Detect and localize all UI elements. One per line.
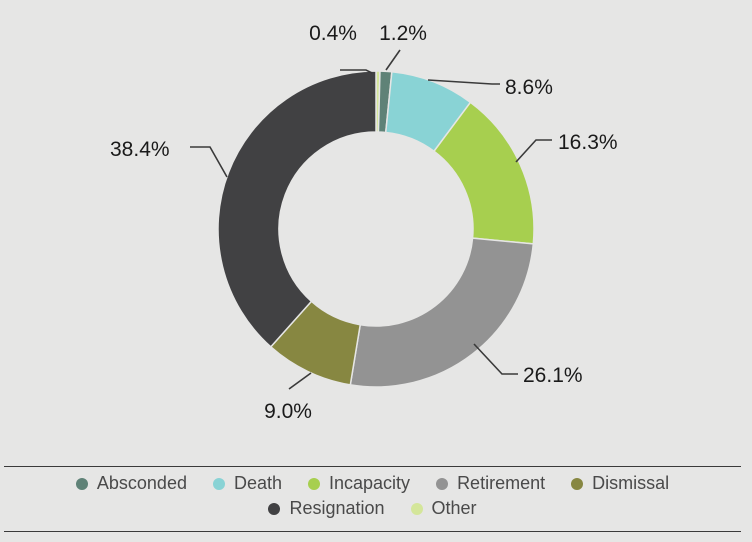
- legend-item-other: Other: [410, 497, 477, 520]
- legend: Absconded Death Incapacity Retirement Dismis…: [4, 472, 741, 520]
- donut-slices: [217, 70, 535, 388]
- leader-line-retirement: [473, 343, 518, 375]
- data-label-death: 8.6%: [505, 76, 553, 99]
- legend-swatch-dismissal: [571, 477, 584, 490]
- legend-item-dismissal: Dismissal: [571, 472, 669, 495]
- leader-line-other: [340, 69, 373, 74]
- legend-swatch-death: [212, 477, 225, 490]
- legend-label-resignation: Resignation: [289, 498, 385, 518]
- legend-bottom-rule: [4, 531, 741, 532]
- leader-line-incapacity: [515, 139, 552, 163]
- legend-item-resignation: Resignation: [268, 497, 385, 520]
- slice-resignation: [217, 70, 377, 348]
- slice-labels: 0.4% 1.2% 8.6% 16.3% 26.1% 9.0% 38.4%: [110, 22, 618, 423]
- data-label-dismissal: 9.0%: [264, 400, 312, 423]
- legend-label-absconded: Absconded: [96, 473, 187, 493]
- leader-lines: [190, 49, 552, 390]
- data-label-other: 0.4%: [309, 22, 357, 45]
- legend-item-absconded: Absconded: [75, 472, 187, 495]
- donut-chart-svg: 0.4% 1.2% 8.6% 16.3% 26.1% 9.0% 38.4%: [110, 22, 618, 423]
- legend-label-death: Death: [233, 473, 283, 493]
- data-label-absconded: 1.2%: [379, 22, 427, 45]
- legend-item-incapacity: Incapacity: [308, 472, 410, 495]
- data-label-incapacity: 16.3%: [558, 131, 618, 154]
- legend-swatch-incapacity: [308, 477, 321, 490]
- legend-item-retirement: Retirement: [436, 472, 545, 495]
- legend-swatch-retirement: [436, 477, 449, 490]
- slice-retirement: [349, 237, 535, 388]
- leader-line-dismissal: [288, 372, 312, 390]
- leader-line-absconded: [385, 49, 401, 71]
- legend-label-retirement: Retirement: [457, 473, 546, 493]
- legend-label-other: Other: [431, 498, 477, 518]
- legend-label-incapacity: Incapacity: [329, 473, 411, 493]
- data-label-retirement: 26.1%: [523, 364, 583, 387]
- legend-label-dismissal: Dismissal: [592, 473, 670, 493]
- leader-line-death: [427, 79, 500, 85]
- legend-top-rule: [4, 466, 741, 467]
- legend-item-death: Death: [212, 472, 283, 495]
- legend-swatch-absconded: [75, 477, 88, 490]
- leader-line-resignation: [190, 146, 228, 178]
- data-label-resignation: 38.4%: [110, 138, 170, 161]
- legend-swatch-resignation: [268, 502, 281, 515]
- legend-swatch-other: [410, 502, 423, 515]
